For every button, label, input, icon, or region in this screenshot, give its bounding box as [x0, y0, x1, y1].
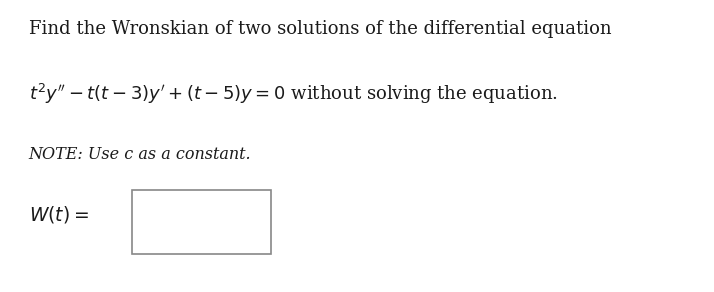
- Text: $W(t) =$: $W(t) =$: [29, 204, 89, 225]
- Text: Find the Wronskian of two solutions of the differential equation: Find the Wronskian of two solutions of t…: [29, 20, 611, 39]
- Text: NOTE: Use c as a constant.: NOTE: Use c as a constant.: [29, 146, 251, 163]
- FancyBboxPatch shape: [132, 190, 271, 254]
- Text: $t^2y'' - t(t-3)y' + (t-5)y = 0$ without solving the equation.: $t^2y'' - t(t-3)y' + (t-5)y = 0$ without…: [29, 82, 558, 106]
